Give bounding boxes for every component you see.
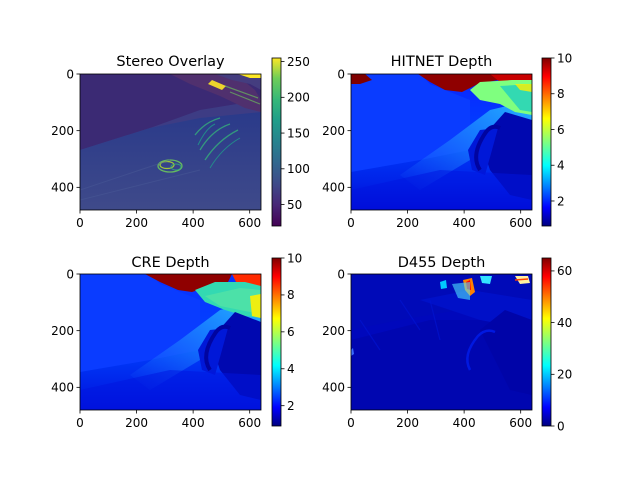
panel-title: Stereo Overlay <box>116 54 225 70</box>
colorbar-tick-label: 50 <box>287 198 302 212</box>
x-tick-label: 0 <box>347 416 355 430</box>
colorbar-tick-label: 60 <box>557 264 572 278</box>
axes-frame <box>350 73 533 211</box>
panel-title: CRE Depth <box>131 255 209 271</box>
panel-d455-depth: D455 Depth 0 20 40 60 0 200 400 600 0 200 400 <box>322 255 572 433</box>
y-tick-label: 0 <box>337 67 345 81</box>
y-tick-label: 0 <box>66 67 74 81</box>
x-tick-label: 600 <box>238 416 261 430</box>
colorbar-tick-label: 250 <box>287 55 310 69</box>
colorbar: 2 4 6 8 10 <box>271 251 302 427</box>
colorbar-tick-label: 20 <box>557 368 572 382</box>
y-tick-label: 400 <box>322 381 345 395</box>
heatmap-image <box>80 274 261 410</box>
axes-frame <box>79 73 262 211</box>
colorbar-tick-label: 40 <box>557 316 572 330</box>
panel-cre-depth: CRE Depth 2 4 6 8 10 0 200 400 600 0 200 400 <box>51 251 302 430</box>
x-tick-label: 600 <box>509 216 532 230</box>
x-tick-label: 400 <box>453 216 476 230</box>
panel-hitnet-depth: HITNET Depth 2 4 6 8 10 0 200 400 600 0 200 400 <box>322 51 572 230</box>
x-tick-label: 400 <box>453 416 476 430</box>
colorbar-tick-label: 150 <box>287 126 310 140</box>
colorbar-tick-label: 10 <box>557 51 572 65</box>
colorbar: 0 20 40 60 <box>541 257 572 433</box>
colorbar-tick-label: 8 <box>287 288 295 302</box>
y-tick-label: 400 <box>51 181 74 195</box>
axes-frame <box>350 273 533 411</box>
x-tick-label: 0 <box>76 416 84 430</box>
heatmap-image <box>351 74 532 210</box>
colorbar-tick-label: 200 <box>287 91 310 105</box>
colorbar-gradient <box>271 57 282 227</box>
y-tick-label: 200 <box>322 124 345 138</box>
panel-title: D455 Depth <box>398 255 486 271</box>
colorbar-tick-label: 2 <box>557 194 565 208</box>
x-tick-label: 0 <box>76 216 84 230</box>
x-tick-label: 400 <box>182 216 205 230</box>
colorbar-tick-label: 6 <box>557 123 565 137</box>
x-tick-label: 200 <box>396 216 419 230</box>
colorbar-tick-label: 0 <box>557 419 565 433</box>
colorbar-tick-label: 4 <box>557 159 565 173</box>
colorbar-tick-label: 2 <box>287 399 295 413</box>
x-tick-label: 0 <box>347 216 355 230</box>
axes-frame <box>79 273 262 411</box>
colorbar-tick-label: 6 <box>287 325 295 339</box>
y-tick-label: 0 <box>337 267 345 281</box>
y-tick-label: 200 <box>322 324 345 338</box>
colorbar-tick-label: 4 <box>287 362 295 376</box>
y-tick-label: 200 <box>51 124 74 138</box>
colorbar: 2 4 6 8 10 <box>541 51 572 227</box>
x-tick-label: 600 <box>509 416 532 430</box>
x-tick-label: 600 <box>238 216 261 230</box>
heatmap-image <box>80 74 261 210</box>
y-tick-label: 400 <box>51 381 74 395</box>
x-tick-label: 200 <box>396 416 419 430</box>
x-tick-label: 400 <box>182 416 205 430</box>
y-tick-label: 400 <box>322 181 345 195</box>
panel-title: HITNET Depth <box>391 54 493 70</box>
colorbar-tick-label: 8 <box>557 87 565 101</box>
y-tick-label: 0 <box>66 267 74 281</box>
colorbar-tick-label: 10 <box>287 251 302 265</box>
x-tick-label: 200 <box>125 416 148 430</box>
colorbar: 50 100 150 200 250 <box>271 55 310 227</box>
colorbar-gradient <box>541 57 552 227</box>
panel-stereo-overlay: Stereo Overlay 50 100 150 200 250 0 200 400 600… <box>51 54 310 230</box>
y-tick-label: 200 <box>51 324 74 338</box>
heatmap-image <box>351 274 532 410</box>
colorbar-tick-label: 100 <box>287 162 310 176</box>
colorbar-gradient <box>271 257 282 427</box>
colorbar-gradient <box>541 257 552 427</box>
x-tick-label: 200 <box>125 216 148 230</box>
